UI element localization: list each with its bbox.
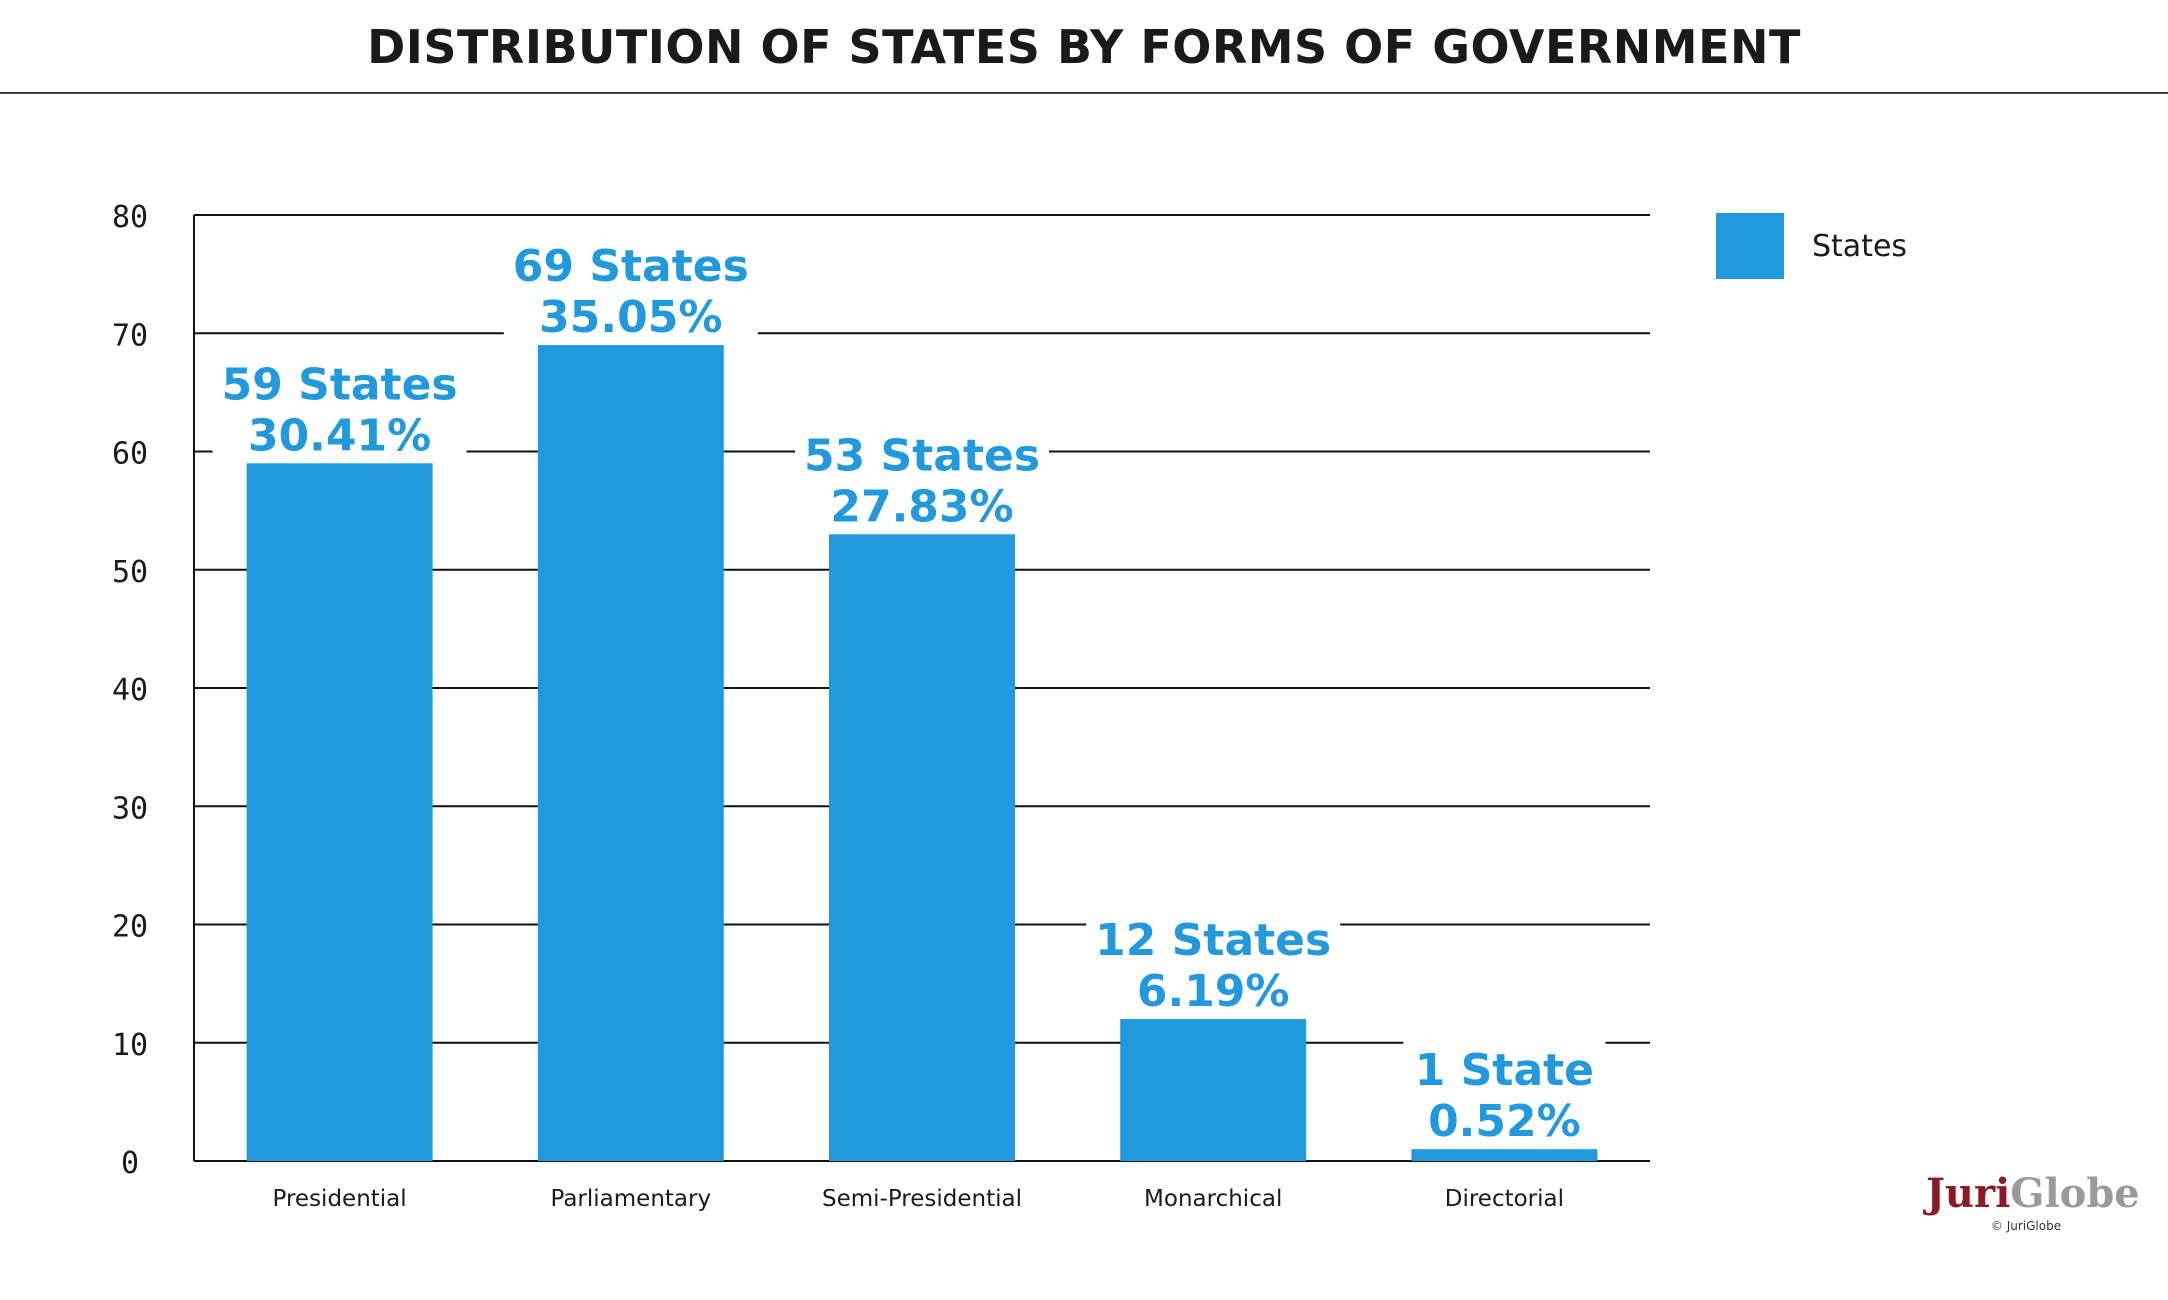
chart-title: DISTRIBUTION OF STATES BY FORMS OF GOVER… — [367, 20, 1801, 74]
x-tick-label-presidential: Presidential — [273, 1186, 407, 1212]
logo-wordmark: JuriGlobe — [1926, 1170, 2140, 1217]
data-label-count-parliamentary: 69 States — [513, 241, 749, 292]
title-divider — [0, 92, 2168, 94]
x-tick-label-parliamentary: Parliamentary — [551, 1186, 712, 1212]
data-label-bg-parliamentary — [503, 229, 758, 340]
data-label-bg-semi-presidential — [795, 418, 1049, 529]
y-axis-ticks: 0 10 20 30 40 50 60 70 80 — [112, 200, 148, 1181]
legend: States — [1716, 213, 1907, 279]
data-label-bg-monarchical — [1086, 903, 1341, 1014]
y-tick-label-60: 60 — [112, 437, 148, 472]
y-tick-label-10: 10 — [112, 1028, 148, 1063]
logo-juri: Juri — [1926, 1170, 2011, 1217]
data-label-percent-directorial: 0.52% — [1428, 1096, 1581, 1147]
legend-label-states: States — [1812, 228, 1908, 264]
data-label-count-monarchical: 12 States — [1095, 915, 1331, 966]
data-label-percent-semi-presidential: 27.83% — [830, 481, 1013, 532]
legend-swatch-states — [1716, 213, 1784, 279]
x-tick-label-directorial: Directorial — [1445, 1186, 1564, 1212]
data-label-percent-monarchical: 6.19% — [1137, 966, 1290, 1017]
bar-presidential — [246, 463, 433, 1161]
bar-monarchical — [1120, 1019, 1307, 1161]
data-label-percent-parliamentary: 35.05% — [539, 292, 722, 343]
y-tick-label-70: 70 — [112, 318, 148, 353]
bar-directorial — [1411, 1149, 1598, 1161]
data-label-percent-presidential: 30.41% — [248, 410, 431, 461]
data-label-count-semi-presidential: 53 States — [804, 430, 1040, 481]
data-label-count-directorial: 1 State — [1415, 1045, 1594, 1096]
data-label-count-presidential: 59 States — [222, 359, 458, 410]
logo-copyright: © JuriGlobe — [1990, 1219, 2062, 1233]
y-tick-label-20: 20 — [112, 910, 148, 945]
bar-parliamentary — [537, 345, 724, 1161]
y-tick-label-40: 40 — [112, 673, 148, 708]
x-axis-ticks: Presidential Parliamentary Semi-Presidenti… — [273, 1186, 1565, 1212]
bar-semi-presidential — [829, 534, 1015, 1161]
y-tick-label-80: 80 — [112, 200, 148, 235]
data-label-bg-directorial — [1403, 1033, 1606, 1144]
bars — [246, 345, 1598, 1161]
y-tick-label-30: 30 — [112, 791, 148, 826]
logo-globe: Globe — [2010, 1170, 2140, 1217]
y-tick-label-50: 50 — [112, 555, 148, 590]
x-tick-label-monarchical: Monarchical — [1144, 1186, 1282, 1212]
juriglobe-logo: JuriGlobe © JuriGlobe — [1926, 1170, 2140, 1233]
data-label-bg-presidential — [212, 347, 467, 458]
y-tick-label-0: 0 — [121, 1146, 139, 1181]
x-tick-label-semi-presidential: Semi-Presidential — [822, 1186, 1022, 1212]
